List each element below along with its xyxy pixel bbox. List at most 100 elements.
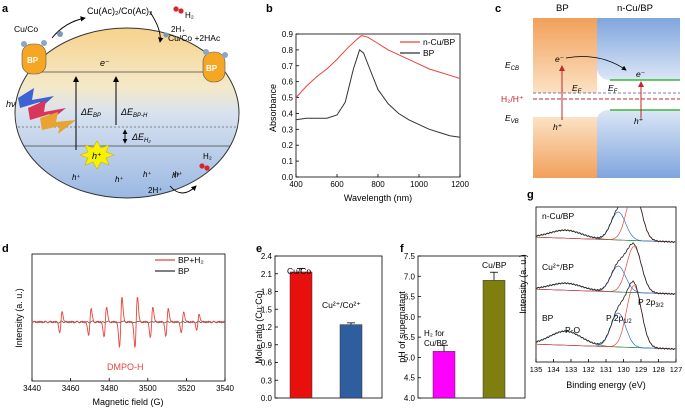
ylabel-f: pH of supernatant: [397, 291, 407, 363]
y-tick-label: 1.5: [261, 305, 273, 314]
x-tick-label-g: 128: [652, 365, 665, 374]
series-line-bp: [296, 49, 460, 138]
y-tick-label-b: 0.0: [282, 173, 294, 182]
bar-label-h2-cubp: Cu/BP: [424, 339, 447, 348]
bp-valence-band: [533, 117, 597, 178]
panel-letter-d: d: [2, 243, 9, 255]
y-tick-label: 7.5: [404, 252, 416, 261]
hole-label-star: h⁺: [92, 151, 102, 161]
twoh-top-label: 2H₊: [171, 25, 185, 34]
plot-frame-f: [417, 255, 526, 399]
ylabel-d: Intensity (a. u.): [14, 288, 24, 348]
x-tick-label-d: 3480: [100, 384, 118, 393]
x-tick-label-d: 3440: [23, 384, 41, 393]
ncubp-conduction-band: [597, 18, 680, 80]
label-ncubp-g: n-Cu/BP: [542, 211, 574, 221]
delta-bp-label: ΔEBP: [80, 107, 101, 119]
y-tick-label: 7.0: [404, 272, 416, 281]
plot-frame-d: [31, 253, 226, 382]
bar-cubp: [482, 280, 506, 399]
y-tick-label: 2.1: [261, 270, 273, 279]
bar-cuco: [289, 271, 313, 399]
panel-letter-c: c: [495, 3, 501, 15]
cu-co-product-label: Cu/Co +2HAc: [168, 33, 221, 43]
x-tick-label-g: 129: [635, 365, 648, 374]
metal-dot-icon: [41, 40, 47, 46]
reactants-label: Cu(Ac)₂/Co(Ac)₂: [87, 6, 153, 16]
light-bolt-red-icon: [28, 100, 66, 124]
bp-label-right: BP: [206, 64, 218, 73]
panel-letter-f: f: [400, 243, 404, 255]
panel-letter-a: a: [2, 3, 9, 15]
h2-molecule-icon: [173, 6, 179, 12]
legend-label-ncubp: n-Cu/BP: [423, 37, 455, 47]
xps-curves: [536, 207, 676, 351]
xps-raw-2: [536, 280, 676, 351]
y-tick-label-b: 0.6: [282, 78, 294, 87]
h2-molecule-bottom-icon: [199, 163, 205, 169]
x-tick-label-d: 3460: [62, 384, 80, 393]
x-tick-label-g: 133: [565, 365, 578, 374]
panel-b: b 0.0 0.1 0.2 0.3 0.4 0.5 0.6 0.7 0.8 0.9 400 600 8…: [266, 3, 469, 203]
hole-label-bp: h⁺: [553, 122, 562, 132]
bar-label-cubp: Cu/BP: [482, 260, 507, 270]
panel-letter-e: e: [256, 243, 262, 255]
xlabel-g: Binding energy (eV): [566, 380, 646, 390]
x-tick-label-b: 1000: [410, 180, 428, 189]
y-tick-label: 0.0: [261, 394, 273, 403]
x-tick-label-d: 3500: [139, 384, 157, 393]
h2-bottom-label: H₂: [203, 152, 212, 161]
legend-label-bp-d: BP: [178, 266, 190, 276]
hole-label-4: h⁺: [172, 171, 181, 180]
ylabel-g: Intensity (a. u.): [518, 254, 528, 314]
h2h-label: H₂/H⁺: [501, 94, 523, 104]
y-ticks-b: 0.0 0.1 0.2 0.3 0.4 0.5 0.6 0.7 0.8 0.9: [282, 30, 299, 182]
h2-molecule-bottom-icon: [204, 165, 210, 171]
bar-label-cuco: Cu/Co: [287, 266, 311, 276]
reaction-arrow-bottom: [169, 185, 197, 194]
evb-label: EVB: [505, 113, 519, 125]
ecb-label: ECB: [505, 60, 519, 72]
x-tick-label-g: 135: [530, 365, 543, 374]
xlabel-d: Magnetic field (G): [92, 397, 163, 407]
h2-top-label: H₂: [185, 11, 194, 20]
twoh-bottom-label: 2H⁺: [148, 186, 162, 195]
y-tick-label-b: 0.4: [282, 109, 294, 118]
electron-label-bp: e⁻: [555, 54, 564, 64]
ef-label-bp: EF: [572, 83, 582, 95]
y-tick-label: 5.0: [404, 353, 416, 362]
y-tick-label-b: 0.1: [282, 157, 294, 166]
metal-dot-icon: [203, 49, 209, 55]
panel-c: c BP n-Cu/BP ECB EVB H₂/H⁺ EF EF e⁻ e⁻ h…: [495, 3, 680, 178]
x-tick-label-g: 132: [582, 365, 595, 374]
y-ticks-e: 0.0 0.3 0.6 0.9 1.2 1.5 1.8 2.1 2.4: [261, 252, 278, 403]
y-tick-label: 0.6: [261, 359, 273, 368]
y-tick-label: 4.0: [404, 394, 416, 403]
x-ticks-d: 3440 3460 3480 3500 3520 3540: [23, 378, 234, 393]
ylabel-e: Mole ratio (Cu:Co): [254, 290, 264, 364]
y-tick-label-b: 0.7: [282, 62, 294, 71]
panel-d: d 3440 3460 3480 3500 3520 3540 Intensity (a.…: [2, 243, 234, 407]
light-bolt-orange-icon: [40, 112, 76, 134]
x-tick-label-g: 130: [617, 365, 630, 374]
light-bolt-blue-icon: [18, 88, 54, 112]
bp-label-left: BP: [27, 56, 39, 65]
ef-label-ncubp: EF: [608, 83, 618, 95]
y-tick-label: 0.9: [261, 341, 273, 350]
x-ticks-g: 135 134 133 132 131 130 129 128 127: [530, 359, 683, 374]
electron-transfer-arrow: [565, 56, 627, 71]
series-lines-b: [296, 35, 460, 138]
y-tick-label: 2.4: [261, 252, 273, 261]
x-ticks-b: 400 600 800 1000 1200: [289, 174, 469, 189]
delta-h2-label: ΔEH₂: [131, 132, 151, 144]
bar-label-cu2co2: Cu²⁺/Co²⁺: [322, 300, 361, 310]
bar-label-h2-for: H₂ for: [424, 329, 445, 338]
bars-e: [289, 268, 363, 399]
x-tick-label-g: 127: [670, 365, 683, 374]
electron-dot-icon: [163, 32, 169, 38]
panel-letter-g: g: [527, 189, 534, 201]
x-tick-label-b: 600: [330, 180, 344, 189]
panel-letter-b: b: [266, 3, 273, 15]
y-tick-label: 5.5: [404, 333, 416, 342]
y-tick-label: 6.5: [404, 293, 416, 302]
